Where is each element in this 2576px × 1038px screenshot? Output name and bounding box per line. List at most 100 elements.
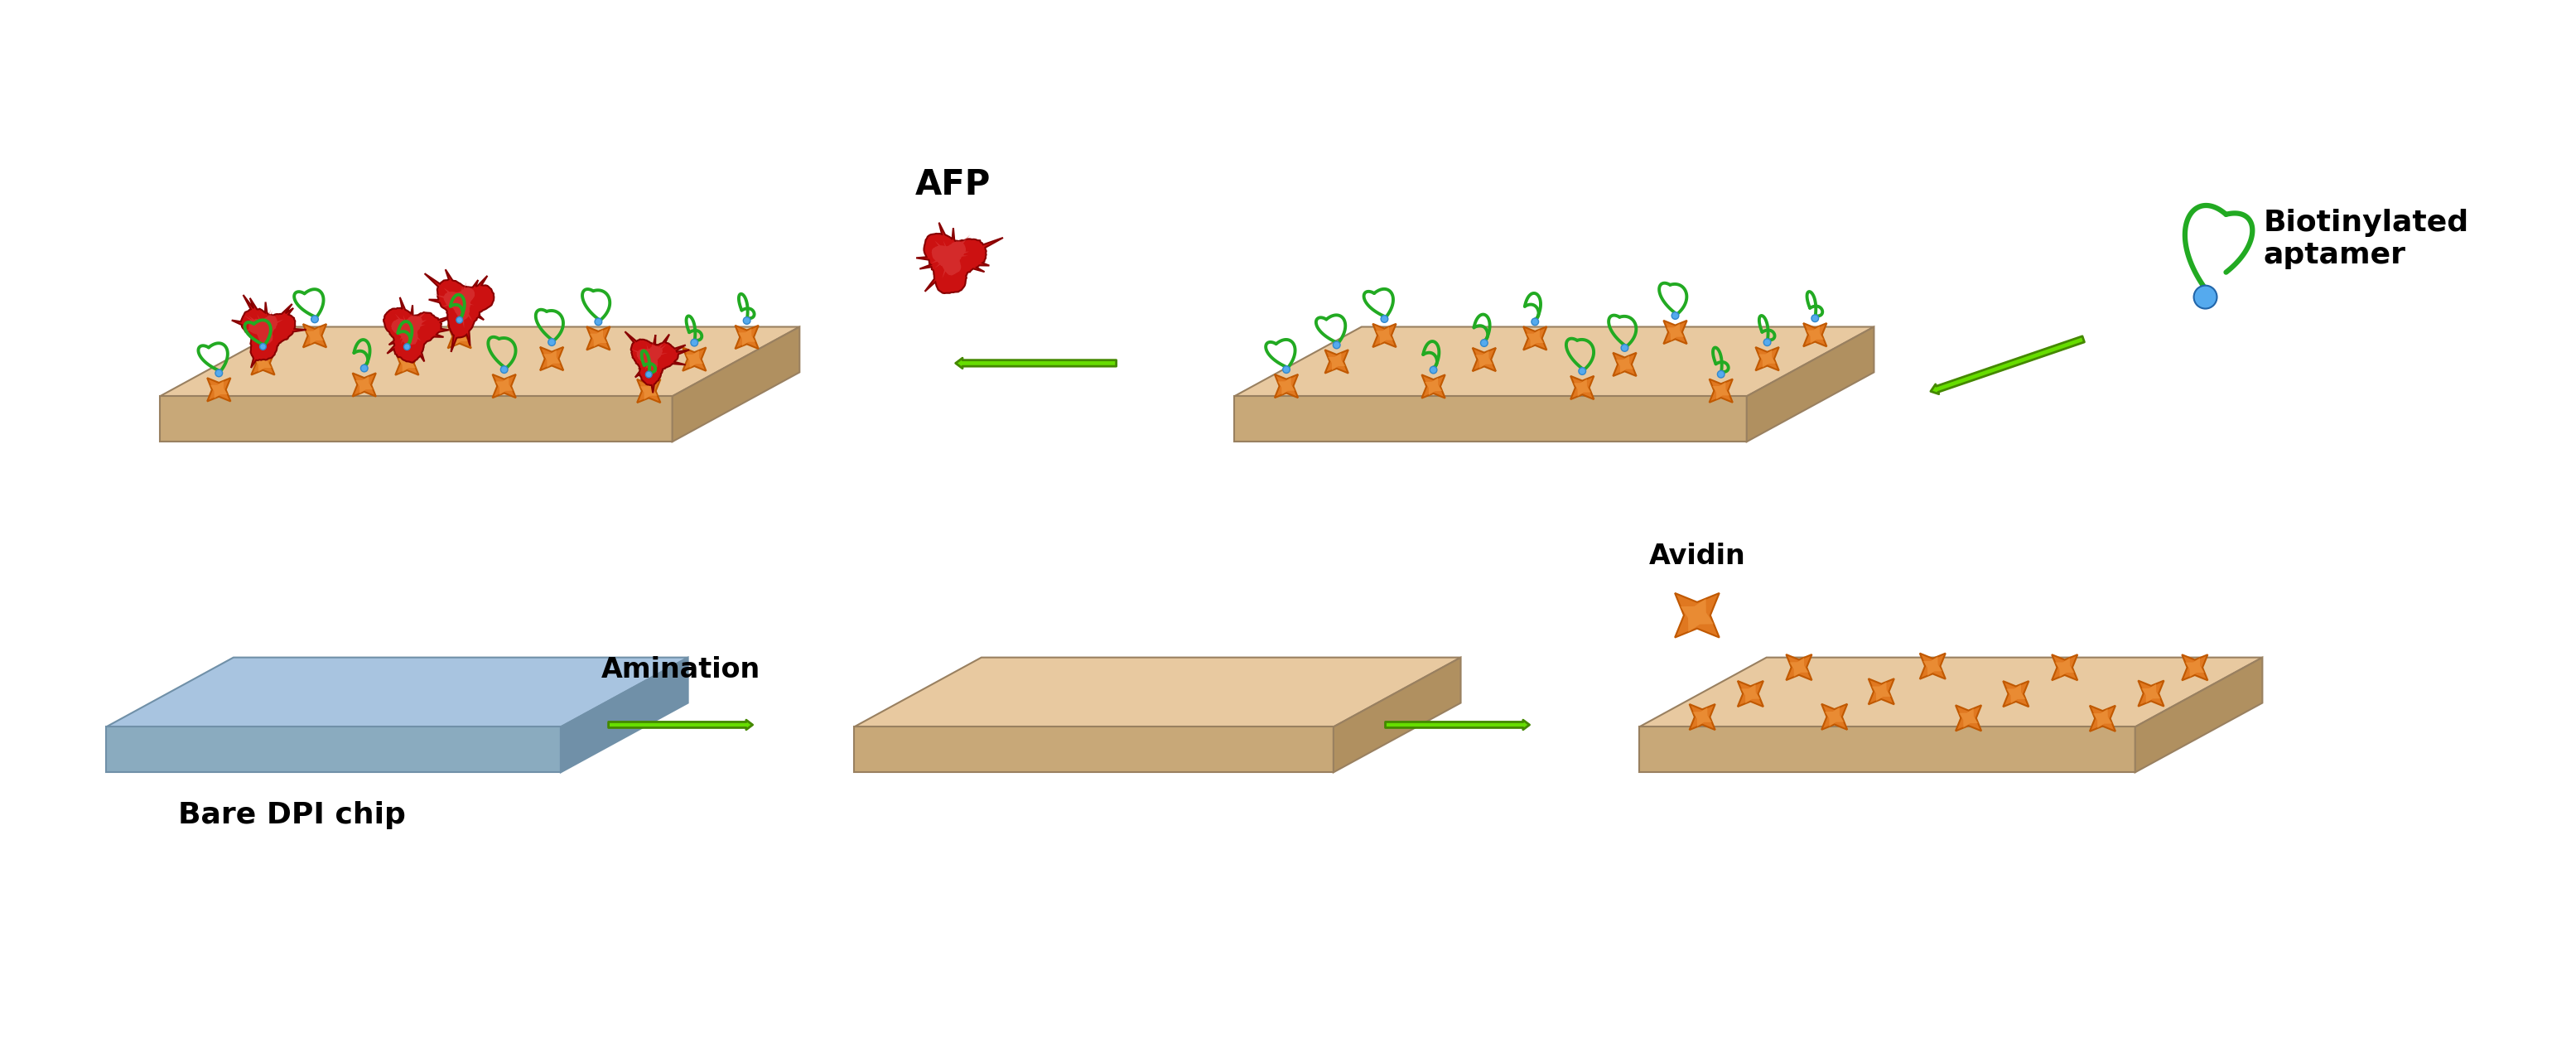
Polygon shape: [917, 222, 1002, 294]
Polygon shape: [672, 327, 799, 442]
Polygon shape: [394, 352, 420, 375]
Polygon shape: [2056, 658, 2074, 677]
Polygon shape: [1955, 705, 1981, 731]
Polygon shape: [562, 657, 688, 772]
Circle shape: [1481, 339, 1489, 347]
Polygon shape: [1234, 397, 1747, 442]
Polygon shape: [160, 327, 799, 397]
Polygon shape: [683, 348, 706, 371]
Circle shape: [595, 319, 603, 325]
Polygon shape: [587, 327, 611, 350]
Polygon shape: [2138, 681, 2164, 706]
Polygon shape: [1422, 375, 1445, 399]
Polygon shape: [2184, 658, 2205, 677]
Text: AFP: AFP: [914, 167, 992, 202]
Circle shape: [1579, 367, 1587, 375]
Polygon shape: [1425, 378, 1443, 395]
Circle shape: [404, 344, 410, 350]
Polygon shape: [1680, 599, 1713, 632]
Polygon shape: [2141, 684, 2161, 703]
Polygon shape: [1334, 657, 1461, 772]
Circle shape: [312, 316, 319, 323]
Polygon shape: [492, 375, 515, 398]
Polygon shape: [1476, 351, 1494, 368]
Polygon shape: [451, 328, 469, 346]
Polygon shape: [2053, 655, 2079, 680]
Circle shape: [647, 372, 652, 378]
Polygon shape: [2092, 709, 2112, 728]
Text: Biotinylated
aptamer: Biotinylated aptamer: [2264, 209, 2468, 270]
Polygon shape: [855, 727, 1334, 772]
Polygon shape: [739, 328, 755, 346]
Polygon shape: [685, 351, 703, 367]
Polygon shape: [1324, 350, 1347, 374]
Polygon shape: [495, 378, 513, 394]
Polygon shape: [2182, 655, 2208, 680]
Polygon shape: [1785, 655, 1811, 680]
Polygon shape: [384, 297, 453, 362]
Circle shape: [1811, 315, 1819, 322]
Polygon shape: [1747, 327, 1873, 442]
Circle shape: [1718, 371, 1723, 378]
Polygon shape: [1790, 658, 1808, 677]
Polygon shape: [307, 327, 325, 345]
Circle shape: [1672, 312, 1680, 320]
Polygon shape: [639, 382, 657, 400]
Polygon shape: [1473, 348, 1497, 372]
Polygon shape: [590, 329, 608, 347]
Circle shape: [744, 317, 750, 324]
Text: Avidin: Avidin: [1649, 543, 1747, 570]
Polygon shape: [1674, 593, 1718, 637]
Circle shape: [1765, 338, 1770, 346]
Polygon shape: [106, 657, 688, 727]
Polygon shape: [1690, 704, 1716, 730]
Circle shape: [500, 366, 507, 373]
Polygon shape: [541, 347, 564, 371]
Polygon shape: [1754, 347, 1780, 371]
Polygon shape: [1803, 323, 1826, 347]
Circle shape: [1430, 366, 1437, 374]
Polygon shape: [2007, 684, 2025, 704]
Polygon shape: [106, 727, 562, 772]
Circle shape: [1533, 319, 1538, 325]
Polygon shape: [930, 235, 971, 278]
Polygon shape: [1958, 709, 1978, 728]
Polygon shape: [255, 354, 270, 372]
Polygon shape: [1667, 324, 1685, 340]
Circle shape: [361, 364, 368, 372]
Polygon shape: [1574, 379, 1592, 397]
Polygon shape: [304, 324, 327, 348]
Text: Bare DPI chip: Bare DPI chip: [178, 801, 407, 829]
Polygon shape: [353, 373, 376, 397]
Circle shape: [1381, 316, 1388, 323]
Polygon shape: [1710, 379, 1734, 403]
Polygon shape: [1821, 704, 1847, 730]
Polygon shape: [631, 340, 667, 374]
Polygon shape: [1275, 375, 1298, 398]
Polygon shape: [232, 295, 307, 367]
Polygon shape: [544, 350, 562, 367]
Polygon shape: [1571, 376, 1595, 400]
Polygon shape: [1692, 707, 1713, 727]
Polygon shape: [399, 355, 415, 372]
Circle shape: [690, 339, 698, 347]
Polygon shape: [1615, 356, 1633, 374]
Polygon shape: [1373, 324, 1396, 347]
Polygon shape: [734, 326, 757, 349]
Circle shape: [456, 317, 464, 323]
Polygon shape: [2004, 681, 2030, 707]
Polygon shape: [1376, 327, 1394, 345]
Circle shape: [1283, 366, 1291, 373]
Polygon shape: [626, 331, 690, 393]
Polygon shape: [1234, 327, 1873, 397]
Circle shape: [1332, 342, 1340, 349]
Polygon shape: [1868, 679, 1893, 705]
Polygon shape: [448, 325, 471, 348]
Polygon shape: [1638, 727, 2136, 772]
Polygon shape: [355, 376, 374, 393]
Polygon shape: [1638, 657, 2262, 727]
Polygon shape: [1713, 382, 1728, 400]
Polygon shape: [1873, 682, 1891, 702]
Circle shape: [549, 338, 556, 346]
Polygon shape: [1806, 326, 1824, 344]
